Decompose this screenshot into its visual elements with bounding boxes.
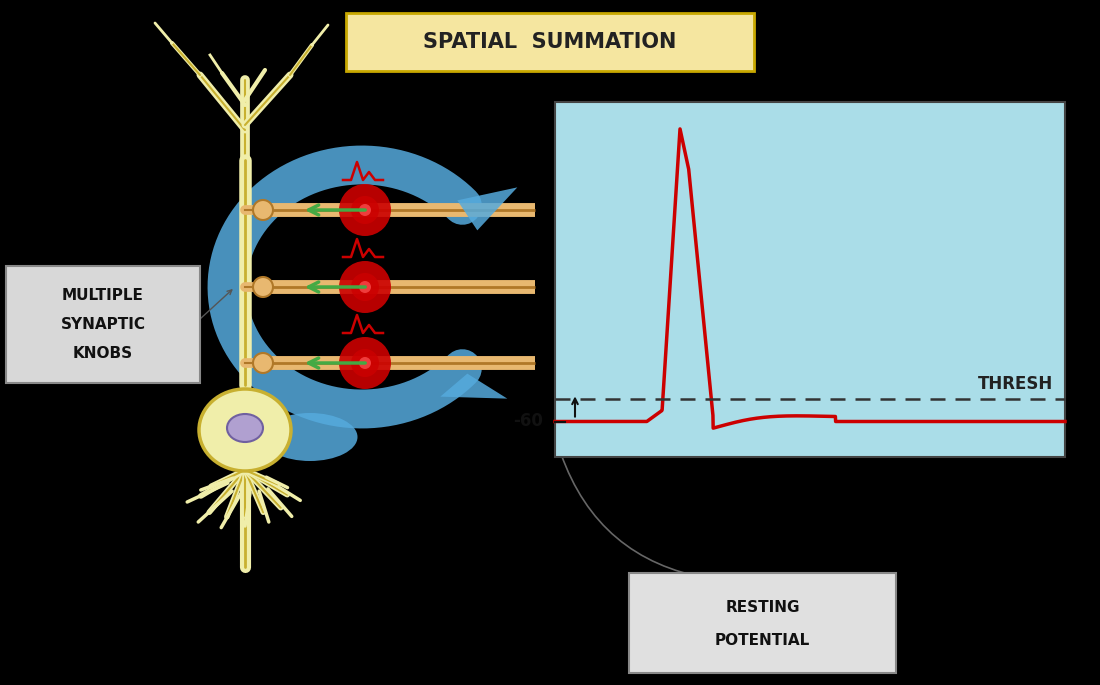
Ellipse shape: [199, 389, 292, 471]
Text: POTENTIAL: POTENTIAL: [715, 633, 810, 648]
Text: -60: -60: [513, 412, 543, 430]
Circle shape: [351, 196, 380, 224]
Text: SYNAPTIC: SYNAPTIC: [60, 317, 145, 332]
Text: RESTING: RESTING: [725, 599, 800, 614]
Text: KNOBS: KNOBS: [73, 347, 133, 362]
Ellipse shape: [263, 413, 358, 461]
Bar: [556, 102, 1065, 457]
FancyBboxPatch shape: [346, 13, 754, 71]
Text: THRESH: THRESH: [978, 375, 1053, 393]
FancyBboxPatch shape: [6, 266, 200, 383]
Circle shape: [339, 184, 390, 236]
Circle shape: [359, 204, 371, 216]
Circle shape: [359, 357, 371, 369]
FancyBboxPatch shape: [629, 573, 896, 673]
Polygon shape: [458, 188, 517, 230]
Circle shape: [339, 261, 390, 313]
Circle shape: [359, 281, 371, 293]
Text: SPATIAL  SUMMATION: SPATIAL SUMMATION: [424, 32, 676, 52]
Circle shape: [253, 277, 273, 297]
Text: MULTIPLE: MULTIPLE: [62, 288, 144, 303]
Circle shape: [351, 349, 380, 377]
Circle shape: [351, 273, 380, 301]
Circle shape: [253, 353, 273, 373]
Polygon shape: [440, 373, 507, 399]
Circle shape: [253, 200, 273, 220]
Circle shape: [339, 337, 390, 389]
Ellipse shape: [227, 414, 263, 442]
